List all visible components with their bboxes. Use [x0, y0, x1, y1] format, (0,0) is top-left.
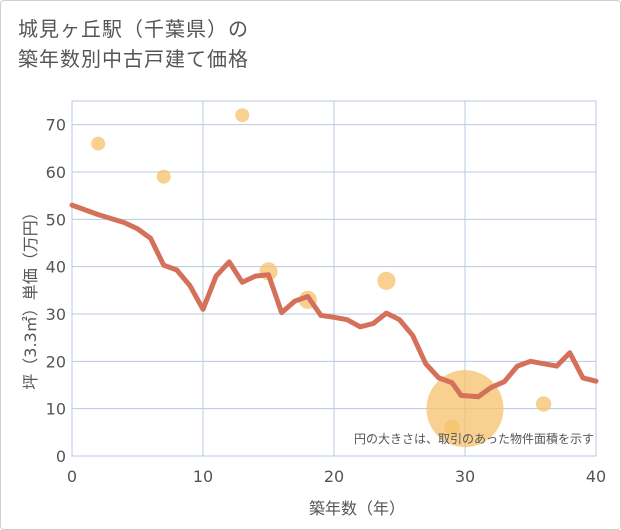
chart-title: 城見ヶ丘駅（千葉県）の 築年数別中古戸建て価格 [18, 14, 249, 74]
x-tick-label: 10 [193, 467, 213, 486]
y-tick-label: 30 [46, 305, 66, 324]
y-axis-label: 坪（3.3㎡）単価（万円） [21, 204, 40, 389]
y-tick-label: 40 [46, 258, 66, 277]
x-axis-label: 築年数（年） [309, 499, 405, 518]
bubble-point [91, 136, 106, 151]
bubble-point [156, 169, 171, 184]
bubble-point [535, 396, 552, 412]
x-tick-label: 30 [455, 467, 475, 486]
y-tick-label: 50 [46, 210, 66, 229]
price-line [69, 202, 599, 400]
bubble-point [235, 108, 250, 123]
x-tick-label: 40 [586, 467, 606, 486]
x-tick-label: 20 [324, 467, 344, 486]
x-tick-label: 0 [67, 467, 77, 486]
y-tick-label: 10 [46, 400, 66, 419]
y-tick-label: 0 [56, 447, 66, 466]
title-line-2: 築年数別中古戸建て価格 [18, 47, 249, 71]
y-tick-label: 70 [46, 116, 66, 135]
grid [71, 100, 597, 457]
y-tick-label: 20 [46, 352, 66, 371]
tick-labels: 0 10 20 30 40 0 10 20 30 40 50 60 70 [46, 116, 607, 486]
bubble-point [444, 419, 460, 436]
title-line-1: 城見ヶ丘駅（千葉県）の [18, 17, 249, 41]
y-tick-label: 60 [46, 163, 66, 182]
bubble-point [377, 271, 396, 290]
annotation: 円の大きさは、取引のあった物件面積を示す [354, 431, 594, 446]
data-marks [69, 108, 599, 448]
